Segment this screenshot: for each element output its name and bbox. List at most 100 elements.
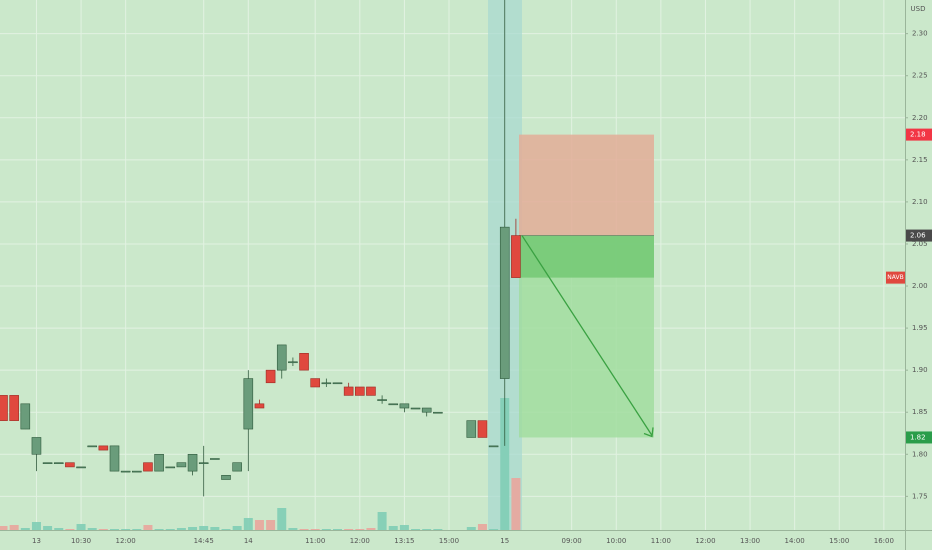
volume-bar (54, 528, 64, 530)
volume-bar (199, 526, 209, 530)
candle-body (221, 475, 231, 480)
candle-body (232, 462, 242, 472)
candle-body (366, 386, 376, 396)
arrow-head (643, 427, 654, 438)
entry-price-label-bg (906, 229, 932, 242)
volume-bar (433, 529, 443, 530)
candle-body (410, 407, 421, 410)
volume-bar (344, 529, 354, 530)
volume-bar (9, 525, 19, 530)
volume-bar (43, 526, 53, 530)
candle-body (288, 361, 298, 364)
volume-bar (288, 528, 298, 530)
y-tick-label: 2.00 (912, 282, 928, 290)
y-tick-label: 2.05 (912, 240, 928, 248)
candle-body (31, 437, 42, 455)
x-tick-label: 15:00 (829, 537, 849, 545)
y-tick-label: 2.30 (912, 30, 928, 38)
volume-bar (154, 529, 164, 530)
volume-bar (489, 529, 499, 530)
volume-bar (511, 478, 521, 530)
candle-body (0, 395, 8, 421)
y-tick-label: 2.15 (912, 156, 928, 164)
volume-bar (87, 528, 97, 530)
volume-bar (132, 529, 142, 530)
x-tick-label: 14:00 (785, 537, 805, 545)
candle-body (132, 470, 142, 473)
candle-body (87, 445, 97, 448)
candle-body (20, 403, 31, 430)
x-tick-label: 10:30 (71, 537, 91, 545)
y-tick-label: 2.25 (912, 72, 928, 80)
volume-bar (477, 524, 487, 530)
candle-body (176, 462, 187, 468)
stop-price-label-bg (906, 128, 932, 141)
x-tick-label: 09:00 (562, 537, 582, 545)
volume-bar (333, 529, 342, 530)
candle-body (42, 462, 53, 464)
candle-body (165, 466, 176, 469)
x-tick-label: 10:00 (606, 537, 626, 545)
x-tick-label: 15 (500, 537, 509, 545)
volume-bar (210, 527, 220, 530)
symbol-label-bg (886, 271, 905, 284)
volume-bar (121, 529, 131, 530)
y-tick-label: 1.75 (912, 492, 928, 500)
x-tick-label: 15:00 (439, 537, 459, 545)
candle-body (343, 386, 354, 396)
volume-bar (355, 529, 365, 530)
stop-zone (519, 134, 654, 236)
y-tick-label: 1.95 (912, 324, 928, 332)
volume-bar (411, 529, 421, 530)
candle-body (98, 445, 109, 451)
candle-body (399, 403, 410, 409)
volume-bar (388, 526, 398, 530)
volume-bar (277, 508, 287, 530)
target-price-label-bg (906, 431, 932, 444)
candle-body (388, 403, 399, 406)
x-tick-label: 12:00 (350, 537, 370, 545)
volume-bar (399, 525, 409, 530)
x-tick-label: 11:00 (305, 537, 325, 545)
volume-bar (232, 526, 242, 530)
target-price-label: 1.82 (910, 433, 926, 441)
candle-body (499, 226, 510, 379)
candle-body (332, 382, 343, 385)
x-tick-label: 16:00 (874, 537, 894, 545)
volume-bar (310, 529, 320, 530)
stop-price-label: 2.18 (910, 131, 926, 139)
x-tick-label: 14:45 (194, 537, 214, 545)
volume-bar (76, 524, 86, 530)
candle-body (299, 353, 309, 371)
candle-body (210, 458, 220, 460)
volume-bar (176, 528, 186, 530)
x-tick-label: 13 (32, 537, 41, 545)
candle-body (254, 403, 265, 409)
y-tick-label: 2.10 (912, 198, 928, 206)
volume-bar (31, 522, 41, 530)
candle-body (143, 462, 153, 472)
volume-bar (165, 529, 175, 530)
volume-bar (299, 529, 309, 530)
volume-bar (243, 518, 253, 530)
x-tick-label: 13:15 (394, 537, 414, 545)
x-tick-label: 13:00 (740, 537, 760, 545)
volume-bar (321, 529, 331, 530)
candle-body (265, 369, 276, 384)
plot-area (0, 0, 905, 530)
volume-bar (110, 529, 119, 530)
volume-bar (466, 527, 476, 530)
open-pnl-zone (519, 235, 654, 278)
volume-bar (143, 525, 153, 530)
candle-body (276, 344, 287, 371)
y-tick-label: 1.80 (912, 450, 928, 458)
candle-body (477, 420, 488, 438)
candle-body (76, 466, 86, 469)
volume-bar (221, 529, 231, 530)
currency-label: USD (911, 5, 926, 13)
candle-body (354, 386, 365, 396)
candle-body (511, 235, 521, 278)
volume-bar (254, 520, 264, 530)
